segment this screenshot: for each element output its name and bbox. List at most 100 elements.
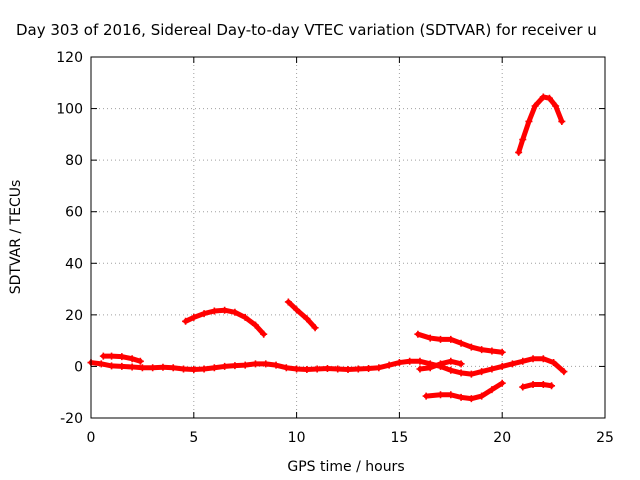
data-point: [344, 366, 352, 374]
data-point: [457, 360, 465, 368]
data-point: [437, 360, 445, 368]
data-point: [241, 361, 249, 369]
y-tick-label: 80: [65, 153, 83, 169]
data-point: [251, 360, 259, 368]
data-point: [558, 117, 566, 125]
data-point: [108, 352, 116, 360]
y-tick-label: 40: [65, 256, 83, 272]
y-tick-label: -20: [60, 411, 83, 427]
data-point: [260, 330, 268, 338]
data-point: [531, 102, 539, 110]
data-point: [313, 365, 321, 373]
data-point: [447, 357, 455, 365]
data-point: [180, 365, 188, 373]
data-point: [457, 369, 465, 377]
data-point: [422, 392, 430, 400]
data-point: [488, 347, 496, 355]
data-point: [539, 93, 547, 101]
data-point: [128, 355, 136, 363]
data-point: [478, 392, 486, 400]
series-trace-7: [423, 380, 505, 402]
data-point: [498, 379, 506, 387]
data-point: [293, 365, 301, 373]
y-axis-label: SDTVAR / TECUs: [8, 180, 24, 295]
data-point: [221, 306, 229, 314]
data-point: [365, 364, 373, 372]
data-point: [190, 366, 198, 374]
data-point: [478, 346, 486, 354]
series-trace-4: [285, 299, 318, 331]
data-point: [488, 365, 496, 373]
data-point: [560, 368, 568, 376]
x-axis-label: GPS time / hours: [287, 459, 404, 475]
data-point: [457, 339, 465, 347]
data-point: [293, 306, 301, 314]
data-point: [515, 148, 523, 156]
data-point: [169, 364, 177, 372]
data-point: [375, 364, 383, 372]
y-tick-label: 120: [56, 50, 83, 66]
data-point: [406, 357, 414, 365]
data-point: [200, 365, 208, 373]
data-point: [200, 310, 208, 318]
y-tick-label: 0: [74, 359, 83, 375]
data-point: [136, 357, 144, 365]
data-point: [190, 313, 198, 321]
data-point: [529, 380, 537, 388]
data-point: [354, 365, 362, 373]
data-point: [303, 366, 311, 374]
data-point: [303, 315, 311, 323]
data-point: [334, 365, 342, 373]
data-point: [478, 368, 486, 376]
data-point: [182, 317, 190, 325]
data-point: [311, 324, 319, 332]
data-point: [149, 364, 157, 372]
data-point: [437, 391, 445, 399]
series-trace-9: [516, 94, 565, 155]
data-point: [159, 363, 167, 371]
data-point: [519, 357, 527, 365]
y-tick-label: 100: [56, 102, 83, 118]
data-point: [210, 364, 218, 372]
data-point: [97, 360, 105, 368]
data-point: [99, 352, 107, 360]
plot-frame: [90, 56, 606, 419]
data-point: [414, 330, 422, 338]
data-point: [210, 307, 218, 315]
data-point: [241, 313, 249, 321]
data-point: [539, 355, 547, 363]
data-point: [221, 362, 229, 370]
data-point: [385, 361, 393, 369]
data-point: [548, 382, 556, 390]
data-point: [498, 362, 506, 370]
data-point: [498, 348, 506, 356]
y-tick-label: 20: [65, 308, 83, 324]
data-point: [272, 361, 280, 369]
x-tick-label: 5: [189, 430, 198, 446]
data-point: [519, 136, 527, 144]
x-tick-label: 15: [390, 430, 408, 446]
data-point: [447, 335, 455, 343]
data-point: [262, 360, 270, 368]
data-point: [284, 298, 292, 306]
data-point: [519, 383, 527, 391]
data-series: [87, 93, 568, 403]
chart-title: Day 303 of 2016, Sidereal Day-to-day VTE…: [16, 21, 597, 39]
data-point: [426, 364, 434, 372]
data-point: [323, 364, 331, 372]
data-point: [118, 353, 126, 361]
data-point: [108, 362, 116, 370]
data-point: [437, 335, 445, 343]
data-point: [488, 386, 496, 394]
series-trace-8: [520, 381, 555, 390]
data-point: [282, 364, 290, 372]
series-trace-3: [183, 307, 267, 337]
data-point: [467, 370, 475, 378]
data-point: [251, 321, 259, 329]
x-tick-label: 10: [288, 430, 306, 446]
data-point: [467, 395, 475, 403]
data-point: [128, 363, 136, 371]
data-point: [395, 359, 403, 367]
data-point: [545, 94, 553, 102]
